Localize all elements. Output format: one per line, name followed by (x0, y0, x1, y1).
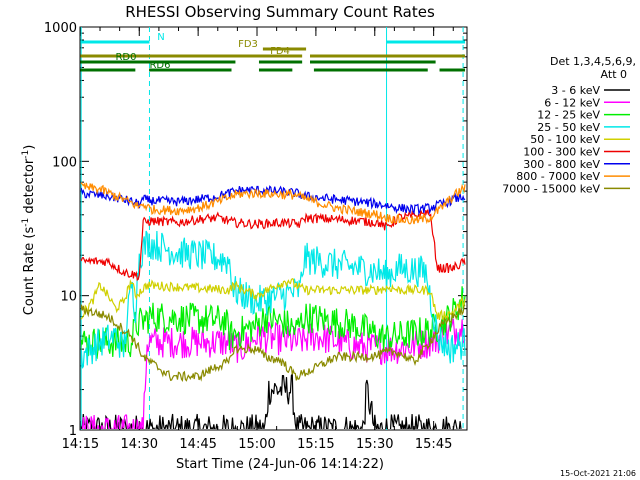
series-line (81, 209, 466, 282)
y-tick-label: 100 (52, 155, 77, 170)
x-tick-label: 14:30 (121, 437, 158, 452)
y-axis-label: Count Rate (s-1 detector-1) (21, 145, 37, 316)
y-axis-label-part: Count Rate (s (22, 227, 37, 316)
legend-label: 7000 - 15000 keV (502, 182, 600, 195)
plot-frame (79, 26, 468, 431)
legend-label: 50 - 100 keV (530, 133, 600, 146)
flag-label: RD0 (115, 52, 136, 63)
x-tick-label: 15:45 (415, 437, 452, 452)
y-tick-label: 1000 (44, 21, 77, 36)
legend-label: 300 - 800 keV (523, 158, 600, 171)
legend-label: 3 - 6 keV (551, 84, 600, 97)
series-line (81, 185, 466, 216)
x-tick-label: 14:45 (179, 437, 216, 452)
legend-label: 12 - 25 keV (537, 109, 600, 122)
x-tick-label: 14:15 (62, 437, 99, 452)
series-line (81, 181, 466, 225)
y-axis-label-sup: -1 (21, 150, 31, 159)
timestamp: 15-Oct-2021 21:06 (560, 469, 636, 478)
chart-title: RHESSI Observing Summary Count Rates (125, 3, 435, 21)
legend-label: 800 - 7000 keV (516, 170, 600, 183)
y-tick-label: 1 (69, 424, 77, 439)
x-tick-label: 15:15 (297, 437, 334, 452)
series-line (81, 277, 466, 321)
flag-label: FD3 (238, 39, 258, 50)
y-tick-label: 10 (60, 290, 77, 305)
x-axis-label: Start Time (24-Jun-06 14:14:22) (176, 457, 384, 472)
x-tick-label: 15:00 (238, 437, 275, 452)
legend-title-2: Att 0 (601, 68, 627, 81)
flag-label: RD6 (149, 60, 170, 71)
series-line (81, 318, 466, 429)
series-line (81, 372, 462, 429)
y-axis-label-sup: -1 (21, 218, 31, 227)
legend-label: 100 - 300 keV (523, 146, 600, 159)
x-tick-label: 15:30 (356, 437, 393, 452)
flag-label: FD4 (270, 46, 290, 57)
series-line (81, 230, 466, 369)
legend-label: 25 - 50 keV (537, 121, 600, 134)
y-axis-label-part: detector (22, 158, 37, 218)
series-line (81, 286, 466, 360)
legend-title-1: Det 1,3,4,5,6,9, (550, 55, 636, 68)
plot-area: 1 10 100 1000 14:15 14:30 14:45 15:00 15:15 15:30… (44, 21, 468, 452)
legend-label: 6 - 12 keV (544, 96, 600, 109)
data-series-group (81, 181, 466, 429)
series-line (81, 304, 466, 383)
flag-label: N (157, 32, 164, 43)
y-axis-label-part: ) (22, 145, 37, 150)
